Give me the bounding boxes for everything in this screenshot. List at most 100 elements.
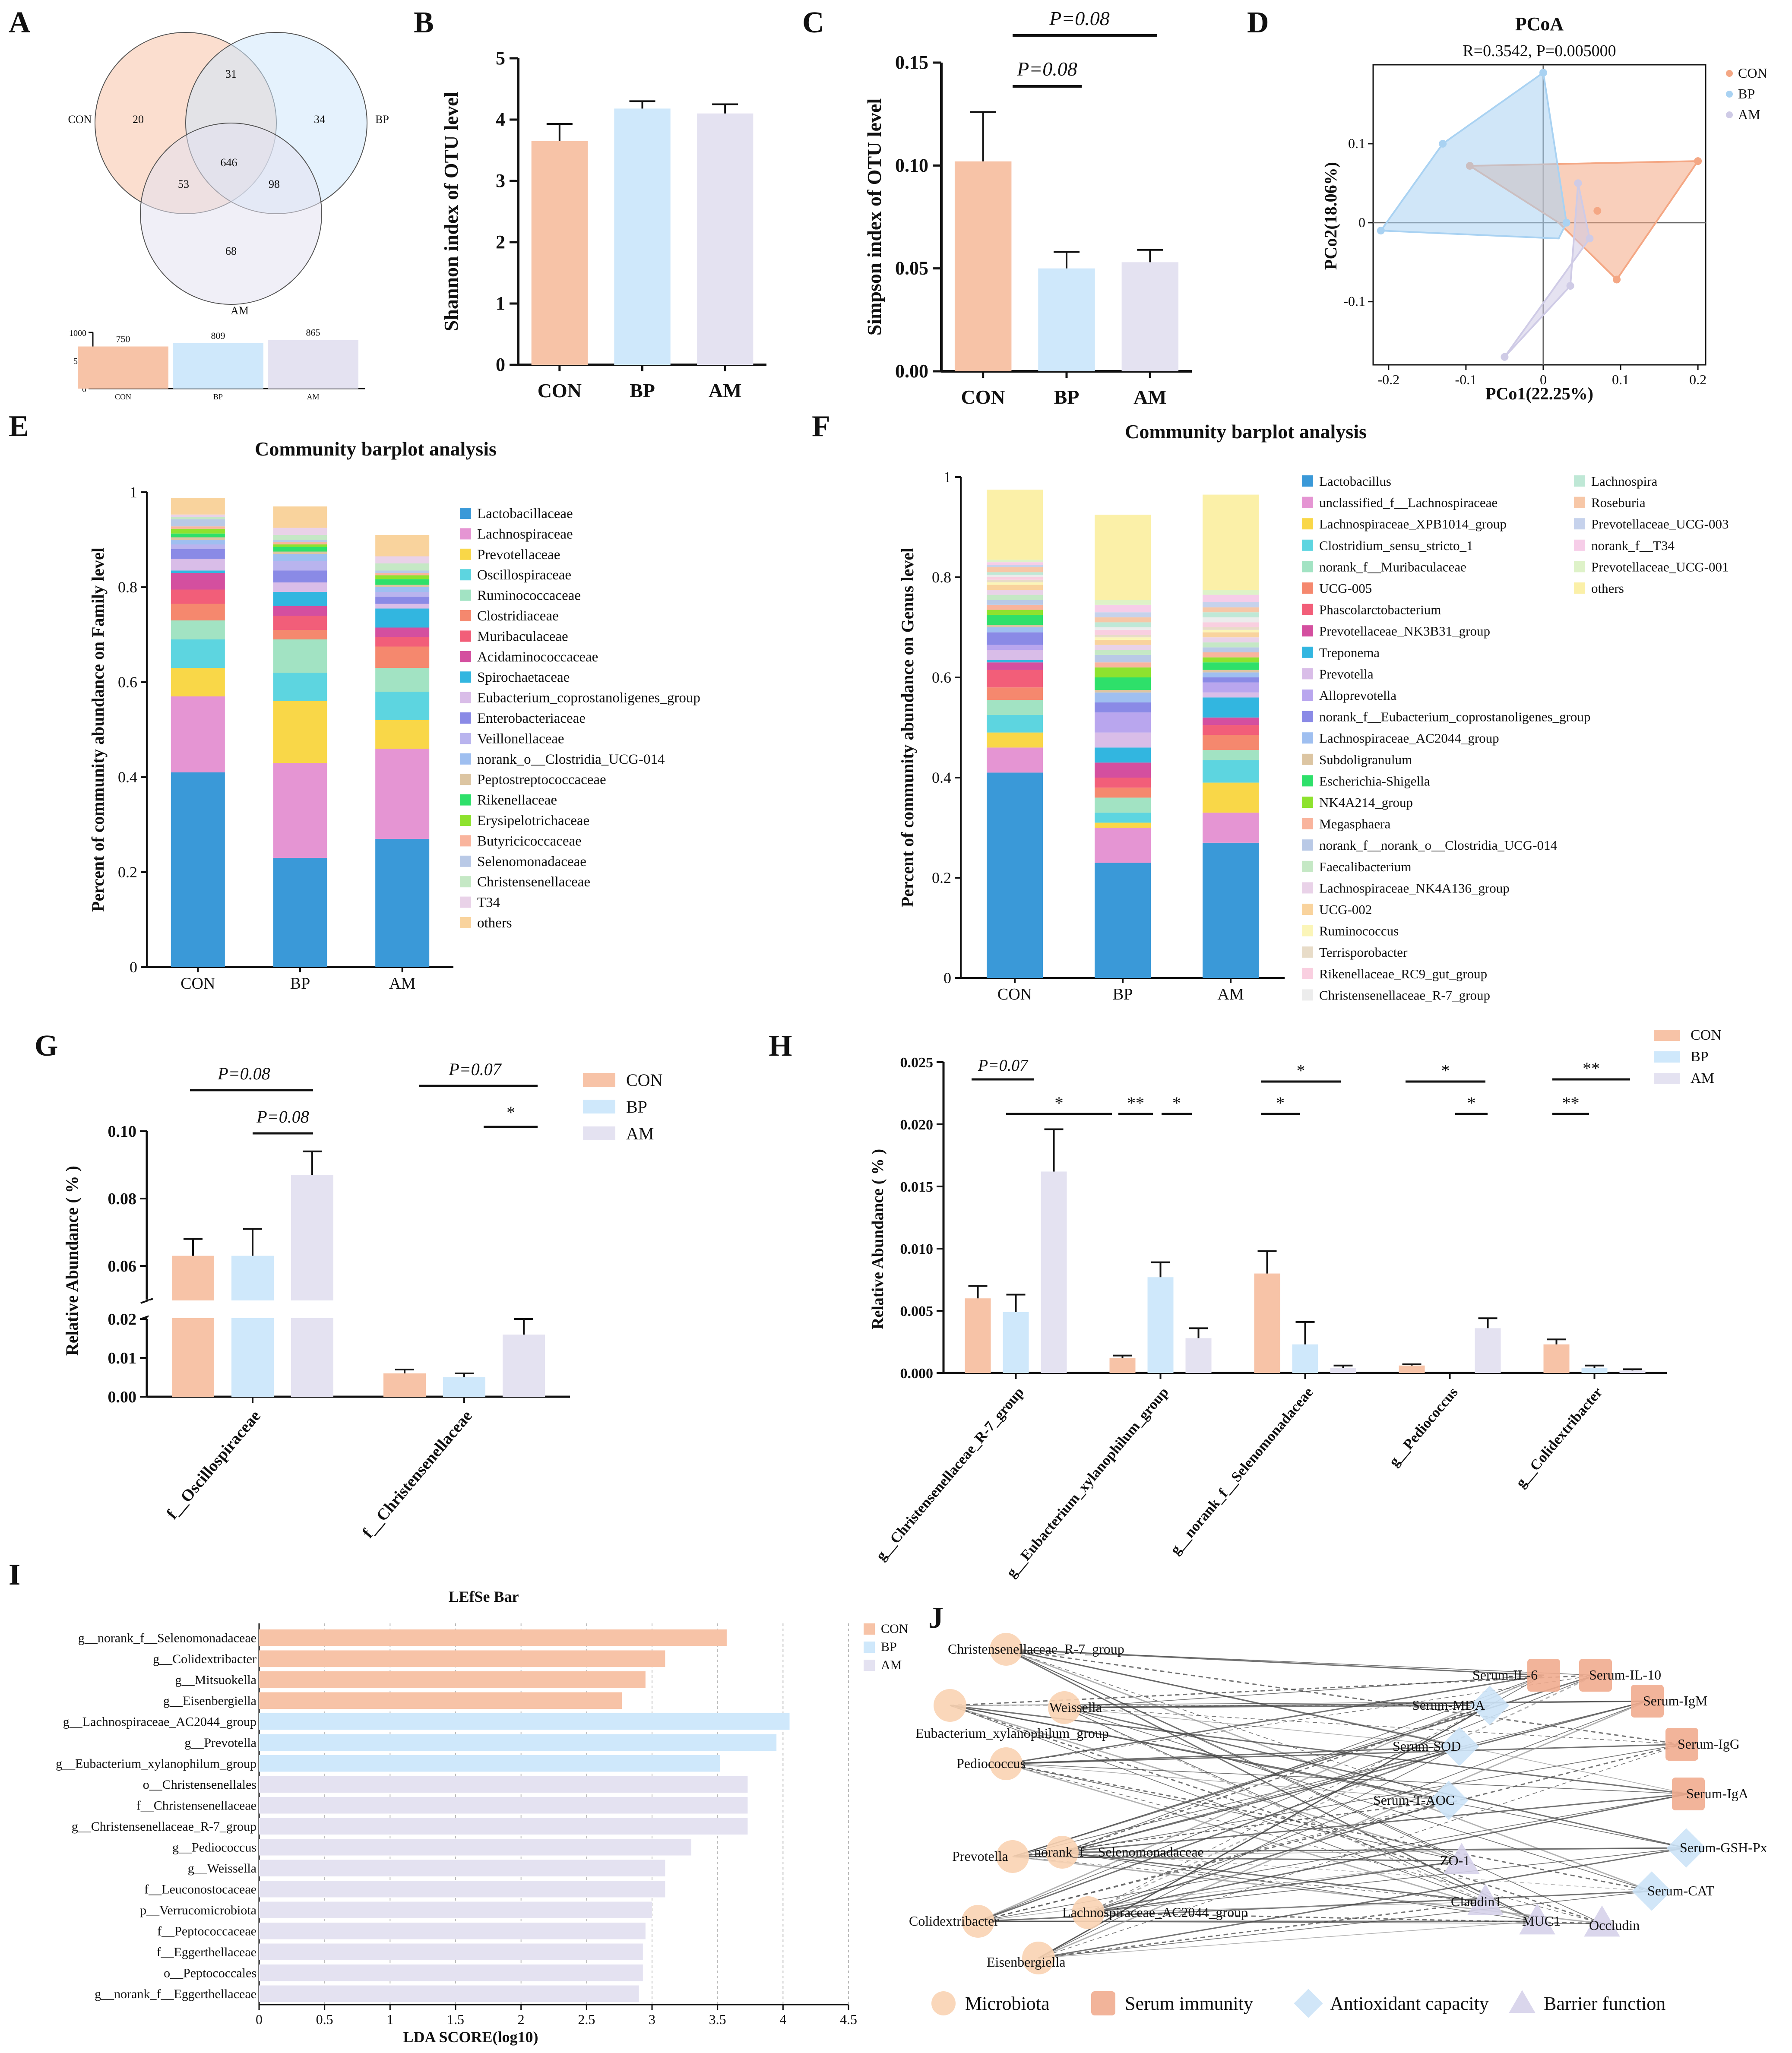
legend-marker xyxy=(1726,70,1733,77)
legend-label: Prevotellaceae_UCG-001 xyxy=(1591,559,1729,574)
ytick-label: 0.10 xyxy=(108,1123,137,1141)
segment-Rikenellaceae_RC9_gut_group xyxy=(1203,622,1259,627)
segment-Ruminococcus xyxy=(1203,630,1259,633)
network-edge xyxy=(1038,1700,1648,1959)
node-barrier xyxy=(1519,1903,1555,1935)
ytick-label: 0.1 xyxy=(1348,136,1365,151)
legend-label: Peptostreptococcaceae xyxy=(477,772,606,788)
node-label: Christensenellaceae_R-7_group xyxy=(948,1641,1124,1657)
lefse-bar xyxy=(259,1923,646,1939)
network-edge xyxy=(1064,1707,1538,1922)
segment-Prevotella xyxy=(1095,732,1151,748)
legend-label: Lachnospiraceae xyxy=(477,526,573,542)
network-edge xyxy=(1062,1744,1682,1853)
ytick-label: 3 xyxy=(496,170,505,191)
node-label: Eubacterium_xylanophilum_group xyxy=(915,1725,1109,1741)
legend-swatch xyxy=(1302,646,1313,658)
network-edge xyxy=(1006,1649,1602,1924)
legend-label: others xyxy=(1591,581,1624,596)
xtick-label: CON xyxy=(997,985,1032,1003)
segment-UCG-002 xyxy=(1095,640,1151,645)
legend-label: Roseburia xyxy=(1591,495,1646,510)
point-BP xyxy=(1439,139,1447,148)
segment-Prevotellaceae_NK3B31_group xyxy=(1203,717,1259,725)
segment-Roseburia xyxy=(1203,607,1259,613)
segment-norank_f__Eubacterium_coprostanoligenes_group xyxy=(987,632,1043,645)
network-edge xyxy=(978,1674,1544,1922)
network-edge xyxy=(1062,1675,1544,1853)
network-edge xyxy=(978,1800,1449,1922)
mini-total-value: 750 xyxy=(116,334,130,345)
segment-Lachnospiraceae_XPB1014_group xyxy=(1095,822,1151,828)
segment-Butyricicoccaceae xyxy=(171,526,225,529)
ytick-label: 0.10 xyxy=(895,155,928,176)
mini-ytick: 1000 xyxy=(69,329,86,338)
segment-Rikenellaceae xyxy=(273,547,327,552)
segment-UCG-005 xyxy=(1095,788,1151,798)
legend-label: Butyricicoccaceae xyxy=(477,833,582,849)
category-label: g__Colidextribacter xyxy=(1513,1384,1605,1491)
network-diagram: Christensenellaceae_R-7_group Eubacterium… xyxy=(909,1633,1767,2018)
point-AM xyxy=(1586,234,1594,243)
bar-AM-g__norank_f__Selenomonadaceae xyxy=(1330,1368,1356,1373)
y-axis-title: Relative Abundance ( % ) xyxy=(62,1166,82,1356)
legend-marker-antioxidant xyxy=(1294,1989,1323,2018)
segment-Roseburia xyxy=(987,567,1043,573)
legend-swatch xyxy=(1302,539,1313,551)
node-label: Serum-IL-10 xyxy=(1589,1667,1661,1683)
lefse-feature-label: f__Christensenellaceae xyxy=(136,1798,256,1813)
lefse-feature-label: f__Peptococcaceae xyxy=(157,1924,256,1938)
venn-count-con_only: 20 xyxy=(133,113,144,126)
bar-AM-g__Christensenellaceae_R-7_group xyxy=(1041,1171,1067,1373)
segment-norank_f__Muribaculaceae xyxy=(987,700,1043,715)
segment-Selenomonadaceae xyxy=(273,540,327,542)
category-label: g__norank_f__Selenomonadaceae xyxy=(1167,1384,1316,1557)
legend-label: Muribaculaceae xyxy=(477,629,568,644)
network-edge xyxy=(1006,1649,1449,1801)
segment-UCG-002 xyxy=(987,585,1043,590)
segment-Ruminococcaceae xyxy=(171,620,225,639)
annotation-text: ** xyxy=(1583,1059,1600,1078)
segment-Selenomonadaceae xyxy=(375,570,430,573)
mini-total-xlabel: CON xyxy=(115,392,131,401)
segment-others xyxy=(375,535,430,557)
segment-Lactobacillaceae xyxy=(171,772,225,967)
legend-swatch xyxy=(1302,946,1313,958)
legend-swatch xyxy=(460,630,471,642)
legend-swatch xyxy=(1302,668,1313,680)
network-edge xyxy=(1038,1921,1538,1958)
panel-label-A: A xyxy=(9,6,31,39)
panel-label-C: C xyxy=(802,6,824,39)
venn-count-bp_am: 98 xyxy=(269,178,280,190)
legend-swatch xyxy=(460,671,471,683)
node-microbiota xyxy=(990,1633,1023,1666)
legend-label: Escherichia-Shigella xyxy=(1319,773,1430,788)
ytick-label: 0.8 xyxy=(118,579,137,596)
annotation-text: * xyxy=(1441,1061,1450,1080)
segment-unclassified_f__Lachnospiraceae xyxy=(1203,813,1259,843)
legend-swatch xyxy=(1302,882,1313,894)
xtick-label: BP xyxy=(290,974,310,993)
legend-label: AM xyxy=(626,1124,654,1143)
lefse-bar xyxy=(259,1629,727,1646)
segment-Rikenellaceae_RC9_gut_group xyxy=(987,577,1043,580)
network-edge xyxy=(1006,1675,1596,1764)
legend-label: Microbiota xyxy=(965,1993,1050,2014)
ytick-label: 1 xyxy=(943,468,951,486)
legend-label: Clostridiaceae xyxy=(477,608,559,624)
legend-label: T34 xyxy=(477,895,500,911)
lefse-bar xyxy=(259,1985,639,2002)
legend-swatch xyxy=(460,692,471,703)
segment-Prevotellaceae xyxy=(273,701,327,763)
legend-label: Lachnospiraceae_XPB1014_group xyxy=(1319,516,1507,531)
ytick-label: 5 xyxy=(496,47,505,69)
legend-marker-microbiota xyxy=(931,1991,956,2015)
lefse-feature-label: p__Verrucomicrobiota xyxy=(140,1903,256,1917)
legend-swatch xyxy=(1302,625,1313,637)
xtick-label: 1.5 xyxy=(447,2012,464,2027)
axis-break-band xyxy=(149,1300,572,1318)
xtick-label: AM xyxy=(1133,386,1167,408)
xtick-label: 0.2 xyxy=(1689,372,1707,387)
bar-AM-f__Christensenellaceae xyxy=(503,1335,545,1397)
bar-CON-f__Oscillospiraceae xyxy=(172,1256,214,1397)
